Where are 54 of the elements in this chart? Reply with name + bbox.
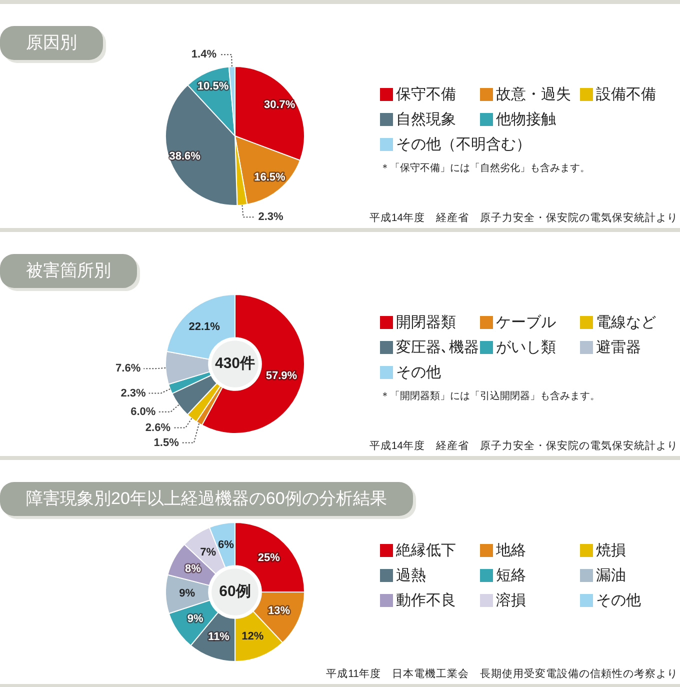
data-label: 1.4%: [191, 48, 217, 61]
legend-label: 避雷器: [596, 338, 641, 358]
legend-label: 開閉器類: [396, 313, 456, 333]
legend-label: 変圧器､機器: [396, 338, 479, 358]
data-label: 13%: [268, 605, 290, 618]
data-label: 11%: [208, 631, 230, 644]
data-label: 6%: [218, 538, 234, 551]
legend-label: 漏油: [596, 566, 626, 586]
text: 平成14年度 経産省 原子力安全・保安院の電気保安統計より: [369, 212, 678, 225]
data-label: 8%: [185, 562, 202, 575]
legend-label: がいし類: [496, 338, 556, 358]
legend-label: 過熱: [396, 566, 426, 586]
data-label: 30.7%: [264, 99, 296, 112]
legend-label: 動作不良: [396, 591, 456, 611]
chart-title: 障害現象別20年以上経過機器の60例の分析結果: [0, 482, 413, 516]
data-label: 2.6%: [145, 422, 171, 434]
legend-label: 地絡: [496, 541, 526, 561]
data-label: 38.6%: [169, 150, 201, 163]
data-label: 7%: [200, 546, 216, 558]
text: 430件: [214, 355, 256, 372]
text: ＊「開閉器類」には「引込開閉器」も含みます。: [380, 390, 601, 403]
text: 平成14年度 経産省 原子力安全・保安院の電気保安統計より: [369, 440, 678, 453]
legend-label: ケーブル: [496, 313, 556, 333]
data-label: 25%: [258, 552, 280, 564]
legend-label: 自然現象: [396, 110, 456, 130]
data-label: 2.3%: [258, 211, 284, 224]
data-label: 1.5%: [154, 436, 180, 449]
legend-label: 電線など: [596, 313, 656, 333]
legend-label: 焼損: [596, 541, 626, 561]
text: 60例: [219, 583, 251, 600]
legend-label: 溶損: [496, 591, 526, 611]
legend-label: その他: [596, 591, 641, 611]
data-label: 9%: [179, 588, 196, 600]
chart-title: 被害箇所別: [0, 254, 137, 288]
data-label: 22.1%: [188, 321, 220, 334]
data-label: 16.5%: [254, 172, 286, 184]
data-label: 57.9%: [266, 370, 298, 382]
legend-label: その他: [396, 363, 441, 383]
legend-label: その他（不明含む）: [396, 135, 531, 155]
legend-label: 設備不備: [596, 85, 656, 105]
data-label: 9%: [187, 612, 204, 625]
legend-label: 他物接触: [496, 110, 556, 130]
chart-title: 原因別: [0, 26, 103, 60]
data-label: 10.5%: [197, 80, 229, 92]
legend-label: 絶縁低下: [396, 541, 456, 561]
data-label: 7.6%: [116, 362, 141, 375]
legend-label: 故意・過失: [496, 85, 571, 105]
data-label: 2.3%: [120, 387, 146, 400]
data-label: 12%: [242, 630, 264, 643]
data-label: 6.0%: [130, 406, 156, 418]
legend-label: 短絡: [496, 566, 526, 586]
text: ＊「保守不備」には「自然劣化」も含みます。: [380, 162, 591, 175]
text: 平成11年度 日本電機工業会 長期使用受変電設備の信頼性の考察より: [326, 668, 678, 681]
legend-label: 保守不備: [396, 85, 456, 105]
